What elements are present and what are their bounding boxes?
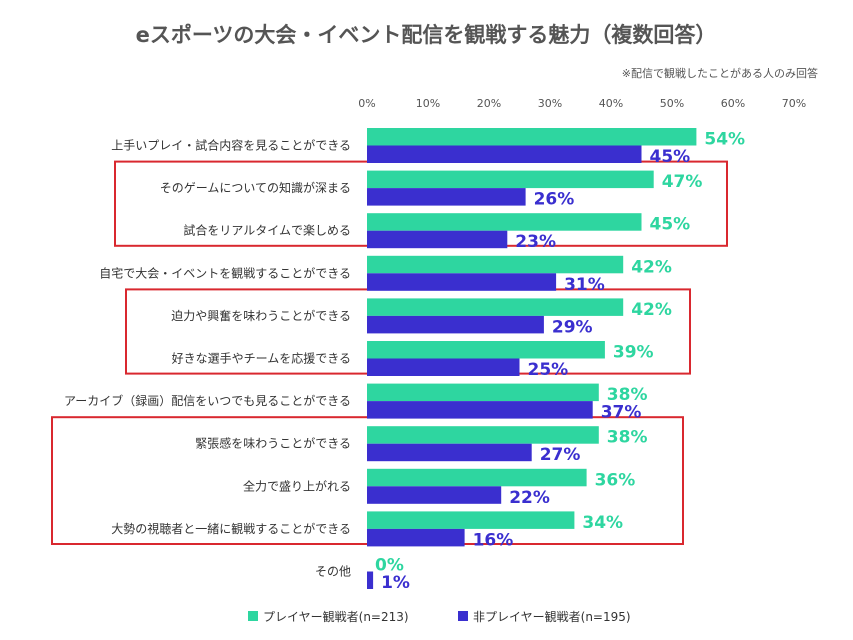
player-value-label: 36% bbox=[595, 470, 636, 490]
non-player-value-label: 45% bbox=[650, 147, 691, 167]
x-axis-ticks: 0% 10% 20% 30% 40% 50% 60% 70% bbox=[358, 97, 806, 110]
player-bar bbox=[367, 426, 599, 444]
category-label: 自宅で大会・イベントを観戦することができる bbox=[99, 265, 351, 280]
x-tick-label: 0% bbox=[358, 97, 375, 110]
category-label: そのゲームについての知識が深まる bbox=[160, 180, 351, 195]
category-label: 迫力や興奮を味わうことができる bbox=[171, 308, 351, 323]
non-player-bar bbox=[367, 571, 374, 589]
non-player-value-label: 27% bbox=[540, 445, 581, 465]
category-label: 好きな選手やチームを応援できる bbox=[172, 352, 351, 366]
non-player-bar bbox=[367, 145, 642, 163]
non-player-bar bbox=[367, 315, 544, 334]
player-value-label: 42% bbox=[631, 300, 672, 320]
non-player-value-label: 37% bbox=[601, 403, 642, 423]
player-value-label: 45% bbox=[650, 215, 691, 235]
bars bbox=[367, 128, 697, 589]
player-value-label: 39% bbox=[613, 343, 654, 363]
category-label: 試合をリアルタイムで楽しめる bbox=[183, 223, 351, 238]
non-player-bar bbox=[367, 358, 520, 376]
non-player-value-label: 1% bbox=[381, 573, 410, 593]
non-player-bar bbox=[367, 443, 532, 462]
x-tick-label: 60% bbox=[721, 97, 745, 110]
x-tick-label: 50% bbox=[660, 97, 684, 110]
non-player-value-label: 25% bbox=[528, 360, 569, 380]
player-bar bbox=[367, 383, 599, 402]
player-bar bbox=[367, 128, 697, 146]
non-player-bar bbox=[367, 273, 557, 291]
player-value-label: 0% bbox=[375, 556, 404, 576]
player-bar bbox=[367, 298, 624, 316]
player-bar bbox=[367, 341, 605, 359]
x-tick-label: 40% bbox=[599, 97, 623, 110]
player-value-label: 42% bbox=[631, 257, 672, 277]
category-label: 全力で盛り上がれる bbox=[243, 478, 351, 493]
non-player-value-label: 16% bbox=[473, 530, 514, 550]
chart-note: ※配信で観戦したことがある人のみ回答 bbox=[622, 66, 818, 80]
non-player-bar bbox=[367, 230, 508, 249]
non-player-bar bbox=[367, 401, 593, 419]
non-player-bar bbox=[367, 486, 502, 504]
player-value-label: 34% bbox=[582, 513, 623, 533]
non-player-bar bbox=[367, 528, 465, 547]
category-label: その他 bbox=[315, 565, 351, 579]
x-tick-label: 30% bbox=[538, 97, 562, 110]
non-player-value-label: 22% bbox=[509, 488, 550, 508]
player-value-label: 38% bbox=[607, 385, 648, 405]
legend-swatch-player bbox=[248, 611, 258, 621]
legend-swatch-non-player bbox=[458, 611, 468, 621]
player-bar bbox=[367, 255, 624, 274]
non-player-value-label: 31% bbox=[564, 275, 605, 295]
value-labels: 54%45%47%26%45%23%42%31%42%29%39%25%38%3… bbox=[375, 130, 745, 594]
x-tick-label: 20% bbox=[477, 97, 501, 110]
non-player-bar bbox=[367, 188, 526, 206]
category-label: 大勢の視聴者と一緒に観戦することができる bbox=[111, 521, 351, 536]
player-bar bbox=[367, 468, 587, 487]
player-bar bbox=[367, 213, 642, 231]
category-label: 上手いプレイ・試合内容を見ることができる bbox=[111, 138, 351, 153]
x-tick-label: 10% bbox=[416, 97, 440, 110]
player-value-label: 47% bbox=[662, 172, 703, 192]
legend: プレイヤー観戦者(n=213) 非プレイヤー観戦者(n=195) bbox=[248, 610, 631, 624]
chart-title: eスポーツの大会・イベント配信を観戦する魅力（複数回答） bbox=[136, 23, 717, 47]
player-bar bbox=[367, 170, 654, 189]
non-player-value-label: 26% bbox=[534, 190, 575, 210]
player-value-label: 38% bbox=[607, 428, 648, 448]
category-label: アーカイブ（録画）配信をいつでも見ることができる bbox=[64, 393, 351, 408]
category-labels: 上手いプレイ・試合内容を見ることができるそのゲームについての知識が深まる試合をリ… bbox=[64, 138, 351, 579]
legend-label-non-player: 非プレイヤー観戦者(n=195) bbox=[473, 610, 631, 624]
legend-label-player: プレイヤー観戦者(n=213) bbox=[263, 610, 409, 624]
x-tick-label: 70% bbox=[782, 97, 806, 110]
category-label: 緊張感を味わうことができる bbox=[195, 436, 351, 451]
non-player-value-label: 29% bbox=[552, 317, 593, 337]
non-player-value-label: 23% bbox=[515, 232, 556, 252]
player-bar bbox=[367, 511, 575, 529]
player-value-label: 54% bbox=[704, 130, 745, 150]
